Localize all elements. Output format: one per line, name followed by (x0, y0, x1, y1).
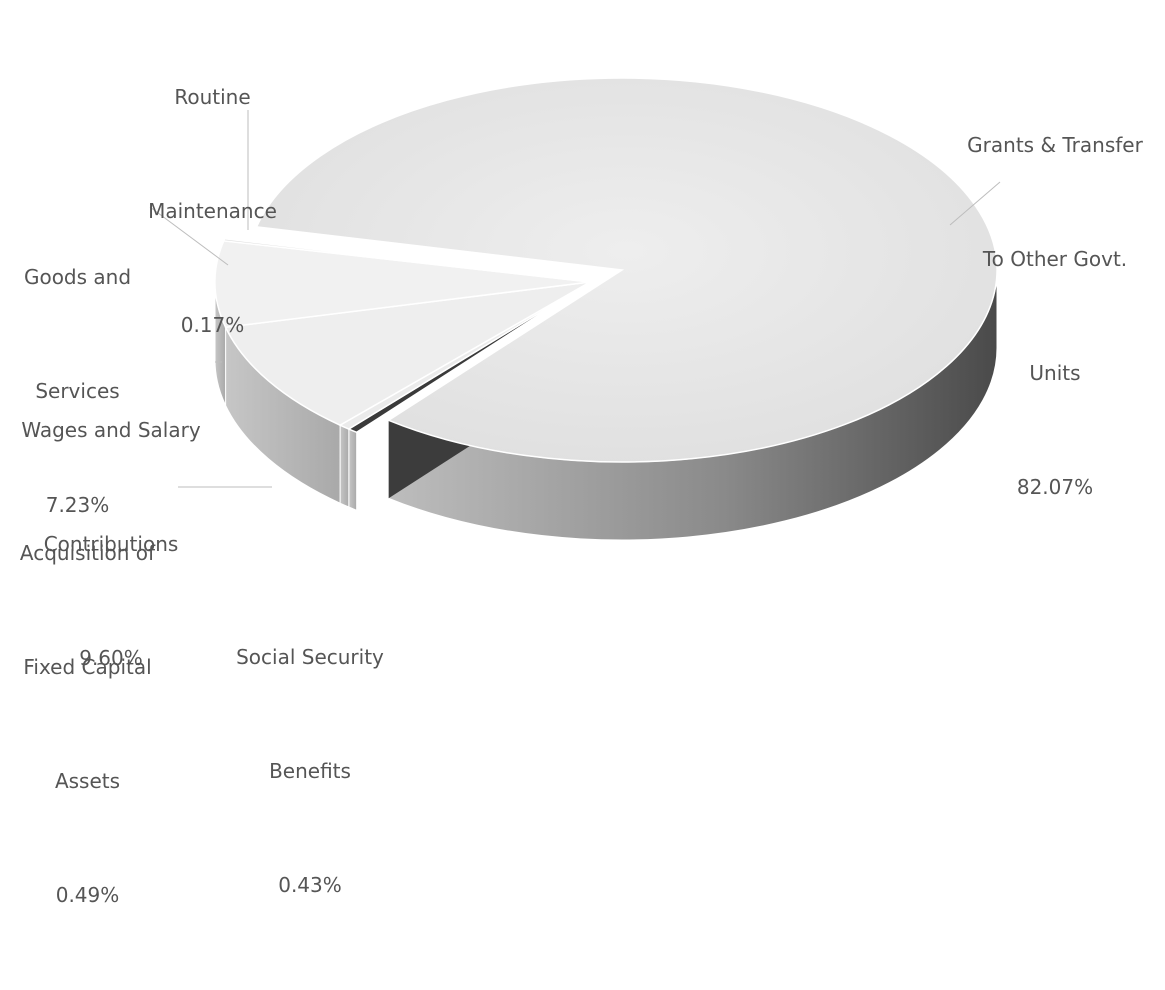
slice-value-label: 9.60% (79, 646, 143, 670)
slice-label-line: Grants & Transfer (967, 133, 1143, 157)
slice-label-line: Contributions (43, 532, 179, 556)
slice-label-routine-maintenance: Routine Maintenance 0.17% (120, 2, 305, 420)
pie-top-faces (214, 77, 998, 463)
slice-value-label: 0.17% (180, 313, 245, 337)
pie-slice-side-social-security-benefits (348, 428, 358, 512)
slice-value-label: 82.07% (1016, 475, 1094, 499)
slice-label-line: Routine (174, 85, 251, 109)
pie-slice-grants-and-transfer-to-other-govt-units (255, 77, 998, 463)
leader-line-label-0 (949, 181, 1001, 226)
slice-label-wages-salary: Wages and Salary Contributions 9.60% (0, 335, 222, 753)
slice-label-line: Maintenance (148, 199, 277, 223)
pie-slice-routine-maintenance (222, 237, 591, 283)
pie-slice-goods-and-services (214, 240, 591, 329)
slice-value-label: 7.23% (45, 493, 110, 517)
slice-label-line: Services (35, 379, 120, 403)
slice-label-line: Goods and (23, 265, 132, 289)
slice-label-line: Assets (54, 769, 121, 793)
pie-slice-side-acquisition-of-fixed-capital-assets (339, 424, 350, 508)
leader-line-label-4 (149, 206, 229, 266)
slice-label-line: Acquisition of (19, 541, 156, 565)
slice-label-line: Benefits (269, 759, 351, 783)
slice-value-label: 0.49% (55, 883, 120, 907)
pie-leader-lines (149, 110, 1001, 488)
slice-label-social-security: Social Security Benefits 0.43% (195, 562, 425, 980)
pie-slice-wages-and-salary-contributions (224, 281, 591, 426)
slice-label-line: To Other Govt. (982, 247, 1128, 271)
slice-value-label: 0.43% (278, 873, 342, 897)
slice-label-goods-services: Goods and Services 7.23% (0, 182, 155, 600)
slice-label-line: Social Security (236, 645, 384, 669)
slice-label-line: Units (1029, 361, 1081, 385)
pie-chart-svg (149, 77, 1001, 541)
slice-label-grants-transfer: Grants & Transfer To Other Govt. Units 8… (945, 50, 1165, 582)
slice-label-line: Wages and Salary (21, 418, 201, 442)
pie-chart: Grants & Transfer To Other Govt. Units 8… (0, 2, 1165, 907)
